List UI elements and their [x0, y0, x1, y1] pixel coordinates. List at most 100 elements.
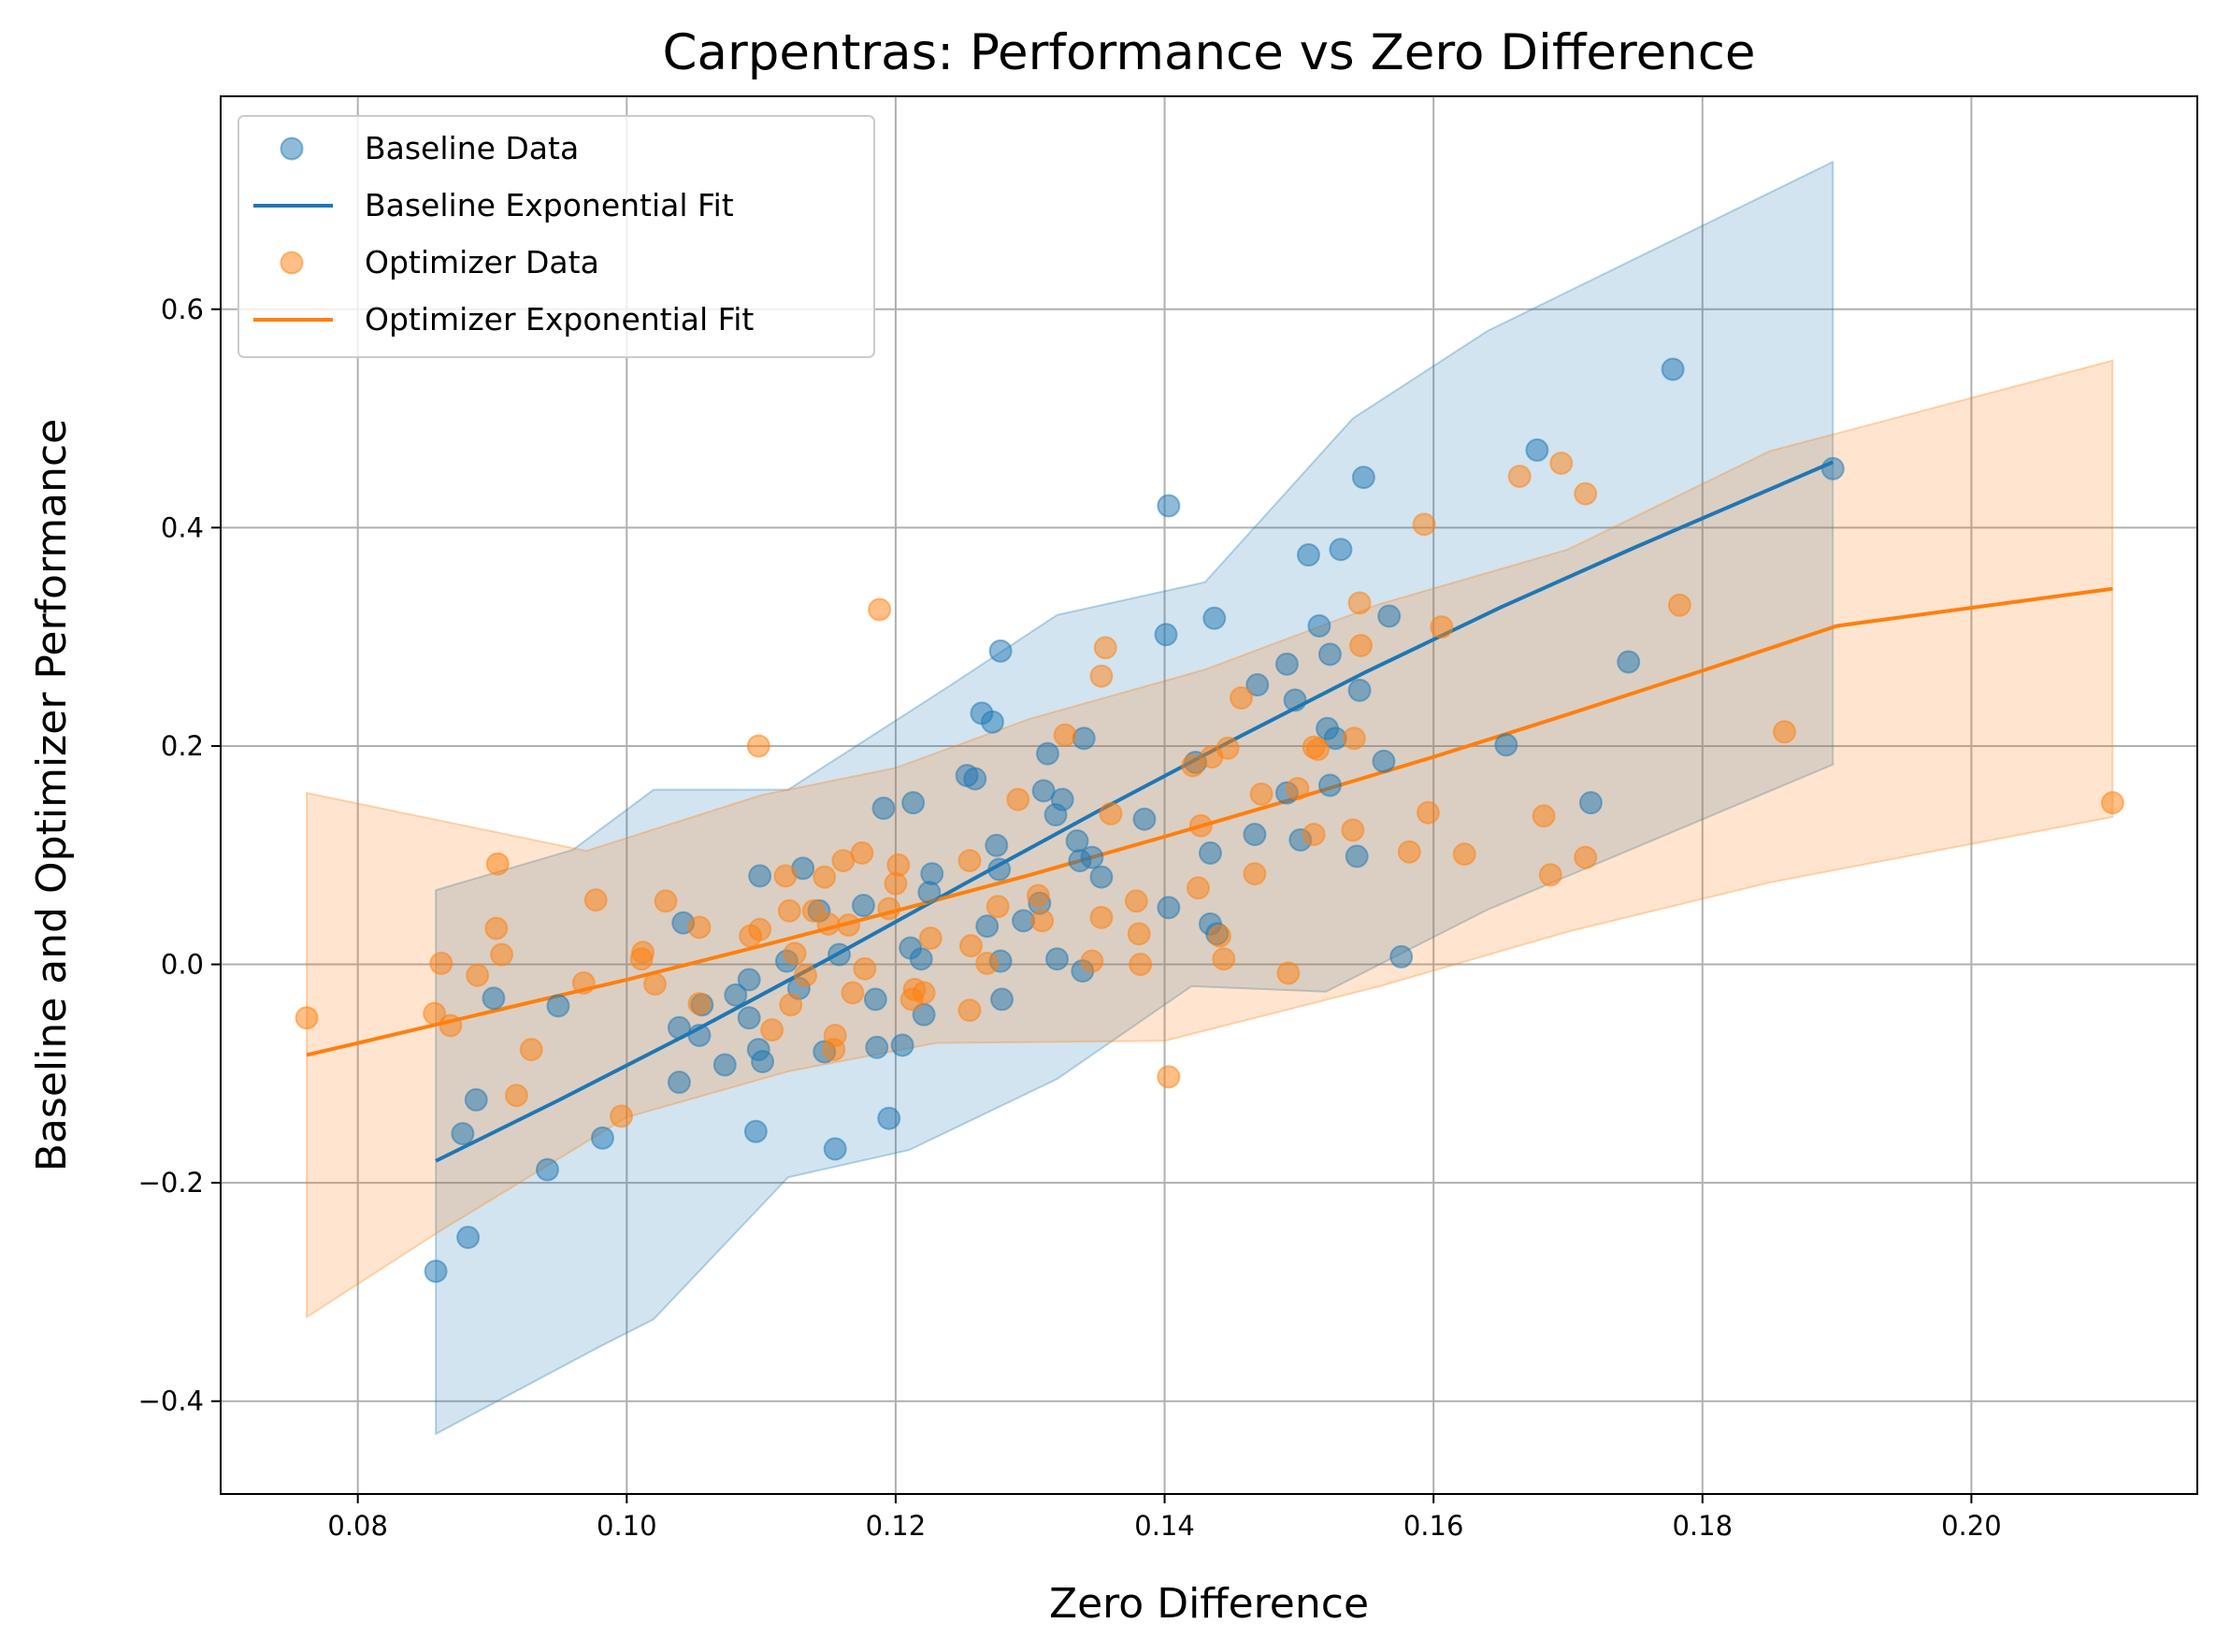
optimizer-data-point	[1574, 845, 1598, 869]
optimizer-data-point	[1249, 782, 1273, 806]
baseline-data-point	[1578, 791, 1603, 815]
baseline-data-point	[1154, 623, 1178, 647]
baseline-data-point	[724, 983, 748, 1007]
baseline-data-point	[1661, 357, 1685, 381]
optimizer-data-point	[1430, 615, 1454, 639]
y-tick-label: −0.2	[138, 1167, 204, 1199]
optimizer-data-point	[957, 849, 982, 873]
optimizer-data-point	[794, 963, 818, 987]
optimizer-data-point	[868, 597, 892, 622]
optimizer-data-point	[1124, 889, 1148, 913]
optimizer-data-point	[1667, 593, 1691, 617]
baseline-data-point	[890, 1033, 914, 1057]
legend-marker	[280, 136, 304, 161]
x-tick-label: 0.12	[866, 1510, 927, 1542]
optimizer-data-point	[853, 956, 877, 981]
optimizer-data-point	[877, 897, 901, 921]
optimizer-data-point	[1080, 949, 1104, 973]
baseline-data-point	[1389, 944, 1414, 969]
optimizer-data-point	[1089, 905, 1114, 929]
baseline-data-point	[1157, 896, 1181, 920]
optimizer-data-point	[1099, 801, 1123, 826]
optimizer-data-point	[779, 993, 803, 1017]
optimizer-data-point	[886, 853, 911, 877]
y-tick-label: 0.2	[161, 730, 204, 762]
optimizer-data-point	[823, 1023, 847, 1047]
optimizer-data-point	[1157, 1065, 1181, 1089]
baseline-data-point	[827, 942, 852, 967]
baseline-data-point	[1245, 673, 1270, 697]
baseline-data-point	[1132, 807, 1157, 831]
x-axis-ticks: 0.08 0.10 0.12 0.14 0.16 0.18 0.20	[327, 1494, 2002, 1542]
baseline-data-point	[1080, 845, 1104, 869]
optimizer-data-point	[2100, 791, 2124, 815]
optimizer-data-point	[1397, 840, 1421, 864]
optimizer-data-point	[583, 888, 608, 912]
baseline-data-point	[1617, 650, 1641, 674]
baseline-data-point	[990, 987, 1014, 1012]
optimizer-data-point	[490, 942, 514, 967]
optimizer-data-point	[986, 895, 1010, 919]
baseline-data-point	[1198, 840, 1222, 865]
y-tick-label: 0.4	[161, 511, 204, 543]
optimizer-data-point	[1089, 664, 1114, 688]
baseline-data-point	[901, 791, 926, 815]
optimizer-data-point	[1773, 720, 1797, 744]
optimizer-data-point	[1416, 800, 1440, 825]
optimizer-data-point	[1053, 723, 1077, 747]
optimizer-data-point	[958, 934, 983, 958]
x-tick-label: 0.08	[327, 1510, 388, 1542]
optimizer-data-point	[816, 912, 841, 936]
baseline-data-point	[546, 994, 570, 1018]
optimizer-fit-line	[306, 586, 2113, 1057]
optimizer-data-point	[1006, 787, 1030, 812]
baseline-data-point	[687, 1023, 712, 1047]
baseline-data-point	[863, 987, 887, 1012]
baseline-data-point	[1377, 604, 1402, 628]
baseline-data-point	[987, 857, 1012, 882]
x-tick-label: 0.18	[1672, 1510, 1733, 1542]
baseline-data-point	[667, 1070, 691, 1095]
x-tick-label: 0.14	[1134, 1510, 1195, 1542]
optimizer-data-point	[841, 981, 865, 1005]
optimizer-data-point	[1549, 451, 1574, 475]
legend-label: Optimizer Data	[365, 244, 599, 280]
baseline-data-point	[1035, 741, 1059, 766]
legend-marker	[280, 251, 304, 275]
optimizer-data-point	[1181, 754, 1205, 778]
optimizer-data-point	[429, 951, 453, 975]
optimizer-data-point	[643, 972, 668, 997]
baseline-fit-line	[435, 460, 1835, 1163]
optimizer-data-point	[687, 992, 712, 1016]
optimizer-data-point	[760, 1018, 784, 1042]
baseline-data-point	[743, 1119, 768, 1143]
baseline-data-point	[1820, 456, 1845, 481]
optimizer-data-point	[610, 1104, 634, 1128]
baseline-data-point	[1274, 652, 1299, 676]
baseline-data-point	[975, 914, 1000, 939]
baseline-data-point	[737, 968, 761, 992]
optimizer-data-point	[687, 915, 712, 940]
baseline-confidence-band	[435, 160, 1835, 1436]
baseline-data-point	[456, 1226, 481, 1250]
optimizer-data-point	[484, 916, 509, 941]
optimizer-data-point	[1093, 636, 1117, 660]
y-axis-label: Baseline and Optimizer Performance	[28, 419, 76, 1172]
optimizer-data-point	[1188, 813, 1213, 838]
baseline-data-point	[748, 864, 772, 888]
optimizer-data-point	[1342, 726, 1366, 751]
legend-box	[237, 115, 875, 358]
optimizer-data-point	[1452, 842, 1476, 867]
baseline-data-point	[1345, 844, 1369, 869]
chart-title: Carpentras: Performance vs Zero Differen…	[662, 24, 1755, 81]
optimizer-data-point	[629, 947, 654, 971]
baseline-data-point	[1044, 947, 1069, 971]
optimizer-data-point	[1186, 876, 1210, 900]
optimizer-data-point	[813, 865, 837, 889]
baseline-data-point	[851, 893, 875, 917]
x-tick-label: 0.10	[597, 1510, 657, 1542]
baseline-data-point	[1307, 613, 1331, 638]
optimizer-data-point	[1341, 818, 1365, 842]
optimizer-data-point	[1507, 464, 1532, 488]
optimizer-data-point	[1208, 924, 1232, 948]
